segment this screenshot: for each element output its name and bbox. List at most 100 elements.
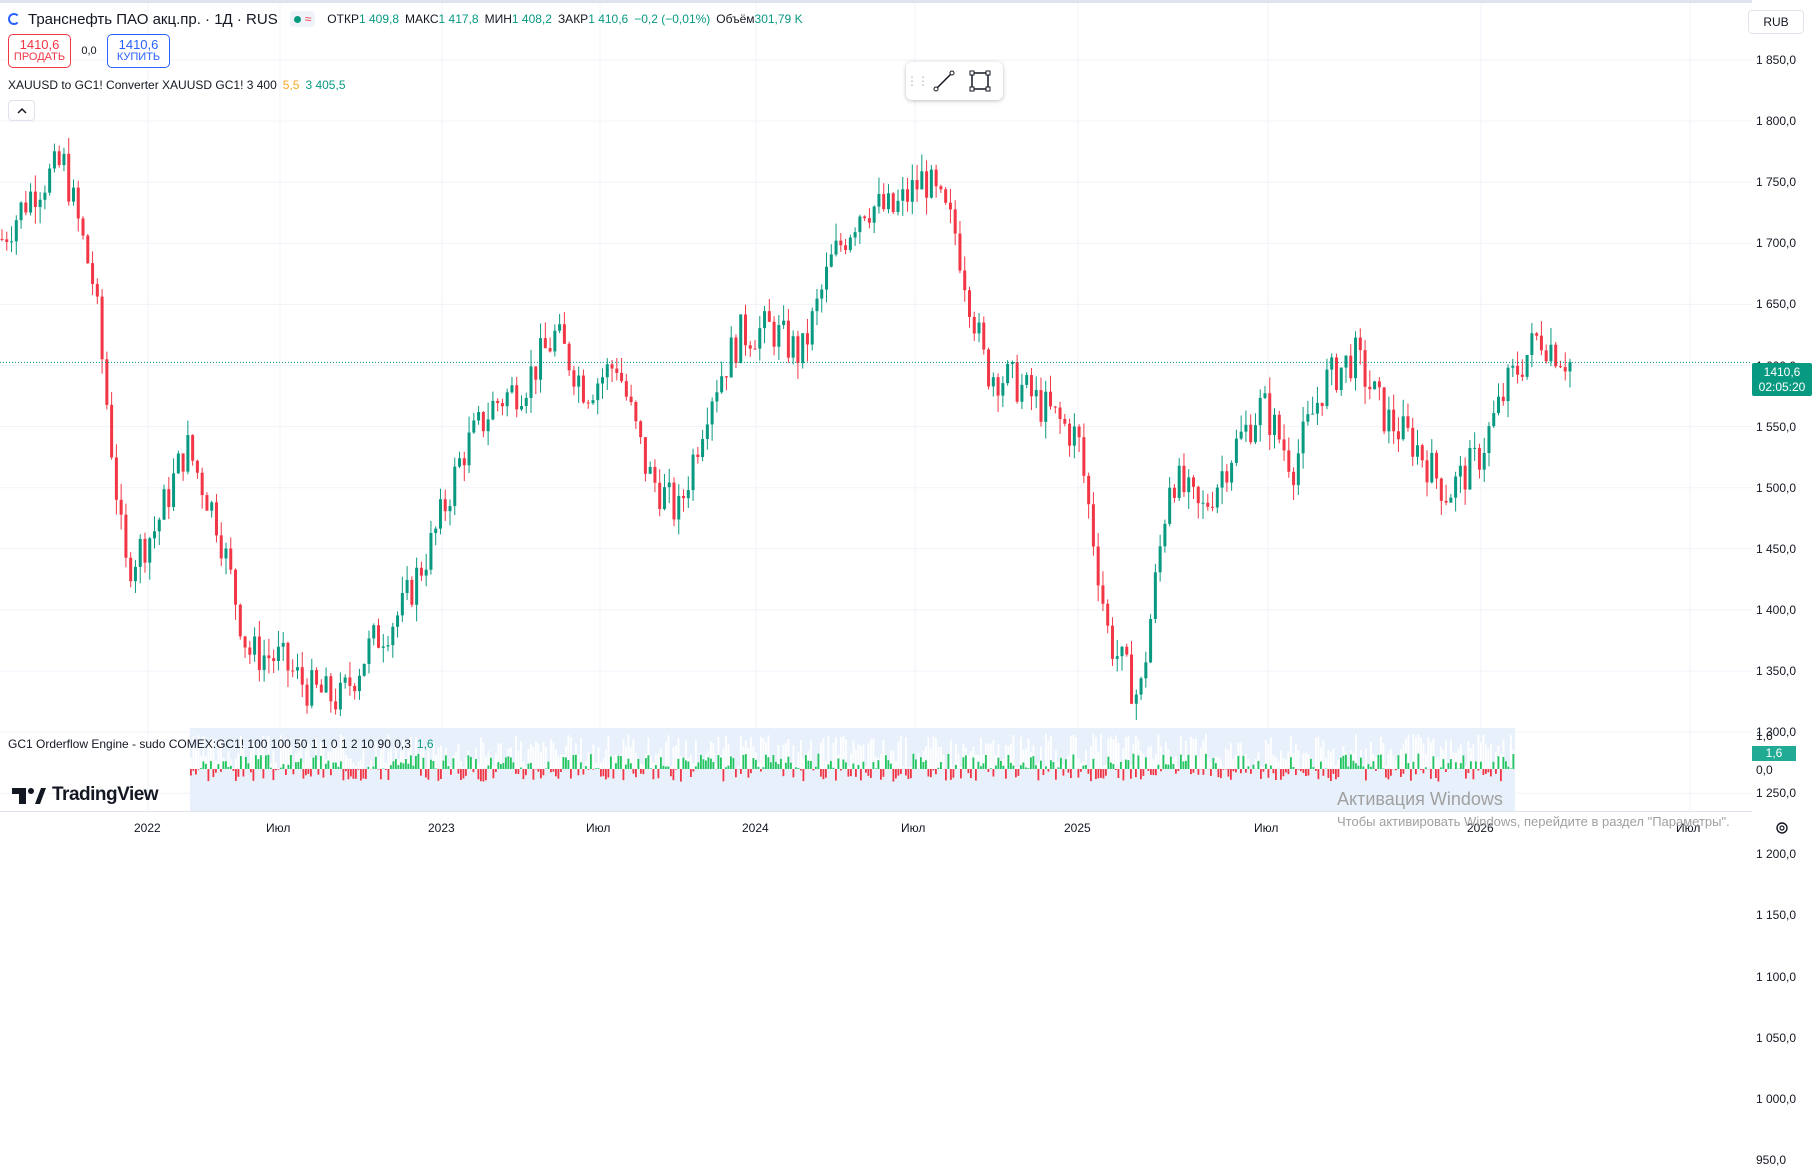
orderflow-bar (993, 740, 995, 769)
orderflow-bar (243, 769, 245, 777)
orderflow-bar (1458, 749, 1460, 769)
orderflow-bar (905, 737, 907, 769)
candle-body (1240, 432, 1243, 439)
buy-button[interactable]: 1410,6 КУПИТЬ (107, 34, 170, 68)
candle-body (868, 218, 871, 222)
drag-handle-icon[interactable]: ⋮⋮ (906, 74, 926, 88)
orderflow-bar (925, 760, 927, 769)
candle-body (58, 151, 61, 165)
orderflow-bar (1513, 754, 1515, 769)
candle-body (606, 364, 609, 377)
indicator-legend-orderflow[interactable]: GC1 Orderflow Engine - sudo COMEX:GC1! 1… (8, 737, 434, 751)
orderflow-bar (290, 755, 292, 769)
orderflow-bar (653, 763, 655, 769)
orderflow-bar (1495, 752, 1497, 769)
candle-body (1159, 546, 1162, 572)
candle-body (911, 180, 914, 202)
candle-body (82, 218, 85, 235)
rectangle-tool-button[interactable] (962, 66, 998, 96)
orderflow-bar (923, 762, 925, 769)
sell-button[interactable]: 1410,6 ПРОДАТЬ (8, 34, 71, 68)
price-chart-canvas[interactable] (0, 3, 1752, 811)
candle-body (563, 324, 566, 344)
candle-body (1016, 362, 1019, 402)
market-status-badge[interactable]: ≈ (290, 11, 316, 27)
orderflow-bar (975, 769, 977, 781)
orderflow-bar (313, 758, 315, 769)
candle-body (725, 376, 728, 377)
candle-body (77, 188, 80, 219)
orderflow-bar (425, 768, 427, 769)
orderflow-bar (1190, 769, 1192, 774)
orderflow-bar (1268, 744, 1270, 769)
orderflow-bar (373, 767, 375, 769)
orderflow-bar (418, 754, 420, 769)
orderflow-bar (460, 769, 462, 780)
candle-body (1283, 439, 1286, 450)
orderflow-bar (680, 756, 682, 769)
orderflow-bar (203, 761, 205, 769)
orderflow-bar (253, 769, 255, 781)
candle-body (239, 605, 242, 637)
orderflow-bar (1455, 762, 1457, 769)
orderflow-bar (723, 769, 725, 781)
candle-body (1116, 656, 1119, 659)
orderflow-bar (643, 769, 645, 774)
orderflow-bar (1135, 735, 1137, 769)
indicator-legend-converter[interactable]: XAUUSD to GC1! Converter XAUUSD GC1! 3 4… (8, 78, 346, 92)
candle-body (1345, 356, 1348, 368)
orderflow-bar (1220, 769, 1222, 778)
candle-body (1082, 437, 1085, 476)
orderflow-bar (690, 769, 692, 777)
orderflow-bar (1020, 737, 1022, 769)
candle-body (1392, 410, 1395, 432)
orderflow-bar (688, 761, 690, 769)
orderflow-bar (228, 751, 230, 769)
candle-body (234, 570, 237, 605)
currency-button[interactable]: RUB (1748, 10, 1804, 34)
orderflow-bar (1433, 756, 1435, 769)
symbol-title[interactable]: Транснефть ПАО акц.пр. · 1Д · RUS (28, 11, 278, 28)
candle-body (420, 568, 423, 576)
tradingview-logo[interactable]: TradingView (12, 784, 158, 806)
orderflow-bar (725, 736, 727, 769)
orderflow-bar (1300, 767, 1302, 769)
orderflow-bar (360, 759, 362, 769)
price-chart[interactable] (0, 3, 1752, 811)
candle-body (958, 234, 961, 271)
orderflow-bar (1358, 766, 1360, 769)
orderflow-bar (1043, 769, 1045, 775)
candle-body (148, 538, 151, 562)
orderflow-bar (465, 769, 467, 776)
orderflow-bar (1145, 757, 1147, 769)
orderflow-bar (990, 768, 992, 769)
orderflow-bar (528, 764, 530, 769)
candle-body (1378, 381, 1381, 387)
orderflow-bar (510, 757, 512, 769)
orderflow-bar (795, 767, 797, 769)
candle-body (506, 392, 509, 406)
tradingview-logo-icon (12, 786, 46, 804)
candle-body (163, 489, 166, 519)
candle-body (167, 489, 170, 507)
candle-body (153, 531, 156, 538)
orderflow-bar (1310, 759, 1312, 769)
collapse-legend-button[interactable] (8, 100, 35, 121)
orderflow-bar (850, 769, 852, 776)
candle-body (539, 338, 542, 380)
orderflow-bar (1488, 749, 1490, 769)
candle-body (110, 405, 113, 458)
orderflow-bar (1375, 769, 1377, 771)
trend-line-tool-button[interactable] (926, 66, 962, 96)
indicator-value-2: 3 405,5 (305, 78, 345, 92)
floating-drawing-toolbar[interactable]: ⋮⋮ (906, 62, 1003, 100)
candle-body (172, 473, 175, 507)
candle-body (620, 373, 623, 381)
orderflow-bar (1148, 747, 1150, 769)
orderflow-bar (628, 759, 630, 769)
candle-body (577, 376, 580, 387)
orderflow-bar (665, 767, 667, 769)
orderflow-bar (1058, 767, 1060, 769)
gear-icon[interactable] (1774, 820, 1790, 836)
orderflow-bar (1138, 755, 1140, 769)
